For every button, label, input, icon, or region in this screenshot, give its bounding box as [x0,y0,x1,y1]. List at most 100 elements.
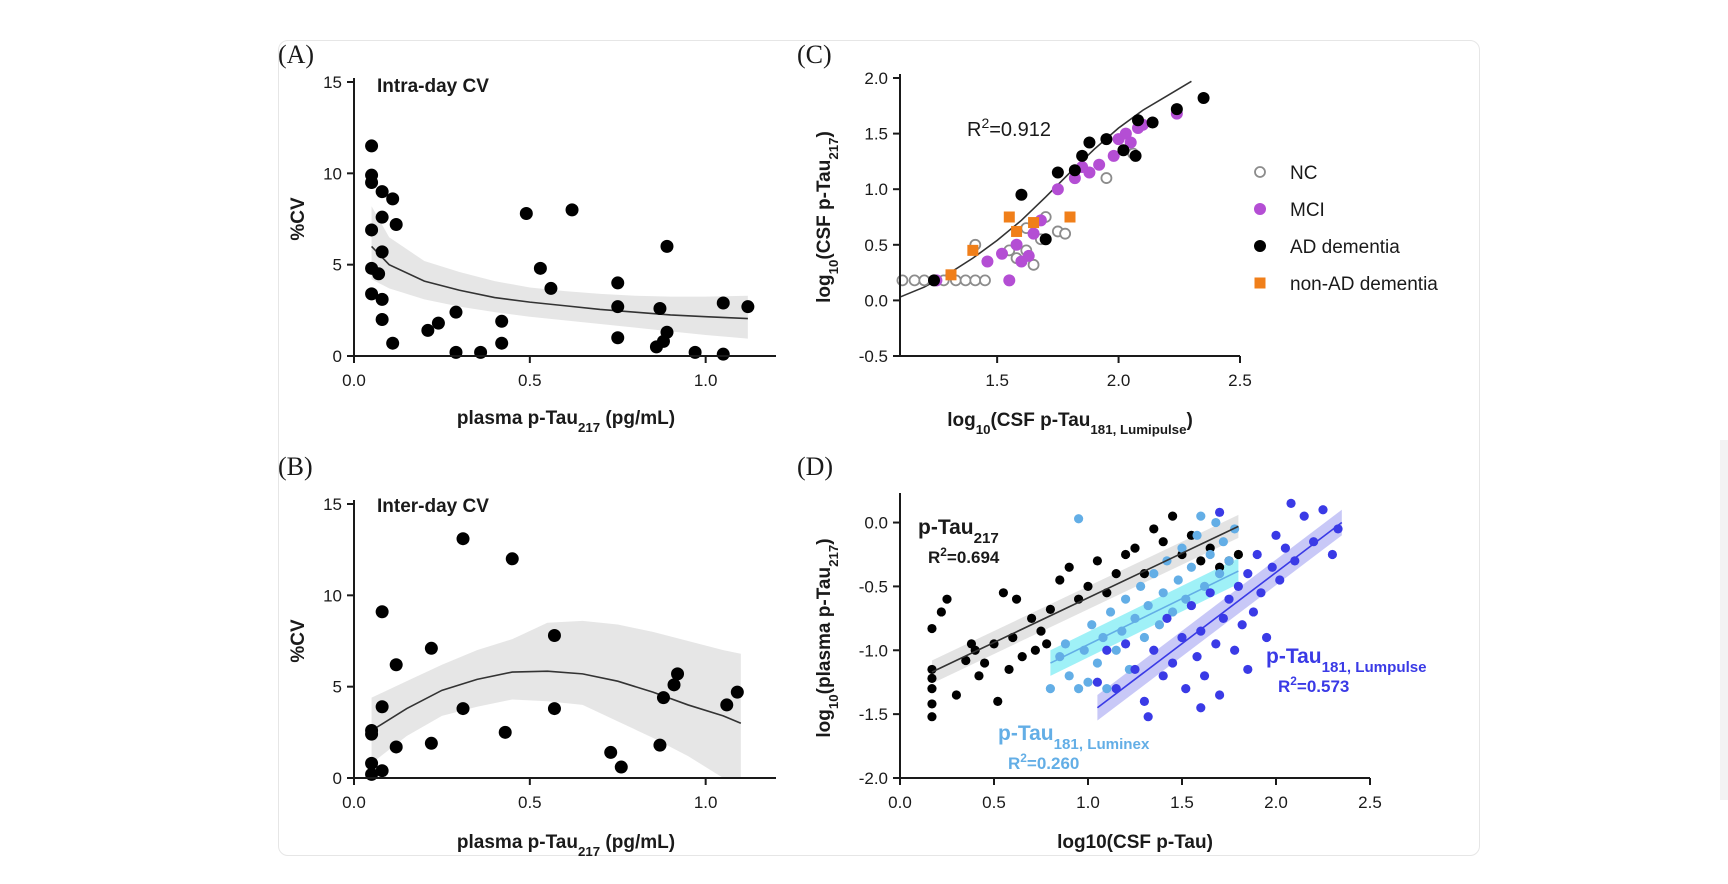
data-point [1224,594,1234,604]
x-tick-label: 0.0 [342,371,366,390]
data-point [918,274,931,287]
data-point [1083,581,1093,592]
data-point [1036,626,1046,636]
y-tick-label: 0.0 [864,291,888,310]
panel-c: 1.5 2.0 2.5 -0.5 0.0 0.5 1.0 1.5 2.0 (C) R2=0.912 l… [797,40,1438,437]
data-point [1027,613,1037,623]
y-axis-label: log10(CSF p-Tau217) [814,131,841,303]
data-point [927,699,937,709]
data-point [375,185,389,199]
legend-label: MCI [1290,200,1325,221]
data-point [495,314,509,328]
y-tick-label: -0.5 [859,347,888,366]
data-point [998,588,1009,598]
y-tick-label: 0.0 [864,514,888,533]
data-point [1100,133,1113,146]
series-annotation-lumipulse: p-Tau181, Lumpulse [1266,645,1427,676]
data-point [1051,183,1064,196]
data-point [1045,604,1055,615]
data-point [1196,703,1206,713]
data-point [1003,211,1015,223]
data-point [1275,575,1285,585]
data-point [372,267,386,281]
r-squared-annotation: R2=0.912 [967,115,1051,141]
series-annotation-tau217: p-Tau217 [918,516,999,547]
x-tick-label: 0.5 [518,371,542,390]
y-tick-label: 1.0 [864,180,888,199]
scrollbar-track[interactable] [1720,440,1728,800]
data-point [1299,511,1309,521]
series-non-ad-dementia [945,211,1076,281]
confidence-band [371,206,748,339]
data-point [896,274,909,287]
data-point [1192,652,1202,662]
data-point [1181,683,1191,694]
y-tick-label: 15 [323,495,342,514]
data-point [1168,607,1178,617]
data-point [1196,626,1206,636]
legend-label: NC [1290,163,1317,184]
data-point [996,247,1008,260]
data-point [1083,136,1096,149]
data-point [1177,543,1187,553]
data-point [365,756,379,770]
data-point [365,175,379,189]
data-point [1196,511,1206,521]
data-point [533,261,547,275]
data-point [1010,238,1023,251]
y-tick-label: 0 [333,769,342,788]
data-point [1186,562,1196,572]
data-point [660,325,674,339]
data-point [1211,517,1221,528]
data-point [1243,569,1253,579]
data-point [424,736,438,750]
fit-line [1050,570,1239,664]
data-point [716,347,730,361]
data-point [974,671,984,681]
data-point [565,203,579,217]
panel-label: (D) [797,452,833,481]
data-point [656,691,670,705]
data-point [1100,172,1113,184]
data-point [1186,600,1196,611]
data-point [1196,556,1206,566]
panel-title: Intra-day CV [377,76,489,97]
data-point [544,281,558,295]
data-point [1215,690,1225,700]
data-point [1154,620,1165,630]
x-tick-label: 0.0 [888,793,912,812]
r-squared-annotation-luminex: R2=0.260 [1008,751,1079,773]
data-point [1280,543,1290,553]
data-point [927,683,937,694]
y-axis-label: log10(plasma p-Tau217) [814,538,841,737]
data-point [1011,225,1023,237]
x-tick-label: 2.0 [1264,793,1288,812]
data-point [505,552,519,566]
data-point [730,685,744,699]
x-tick-label: 0.0 [342,793,366,812]
legend-marker [1254,277,1266,289]
data-point [421,323,435,337]
data-point [1003,274,1016,287]
data-point [951,690,962,700]
data-point [993,696,1003,706]
data-point [456,532,470,546]
data-point [1064,671,1074,681]
y-tick-label: -0.5 [859,577,888,596]
data-point [1068,164,1081,177]
fit-line [371,245,748,320]
data-point [1017,652,1027,662]
data-point [1218,537,1228,547]
data-point [1181,594,1191,604]
data-point [1173,575,1183,585]
data-point [1121,594,1131,604]
data-point [1149,645,1159,655]
legend-label: non-AD dementia [1290,274,1438,295]
y-tick-label: 5 [333,256,342,275]
data-point [498,725,512,739]
x-tick-label: 1.0 [694,793,718,812]
panel-title: Inter-day CV [377,496,489,517]
data-point [1060,639,1071,649]
data-point [1243,664,1253,675]
data-point [519,207,533,221]
